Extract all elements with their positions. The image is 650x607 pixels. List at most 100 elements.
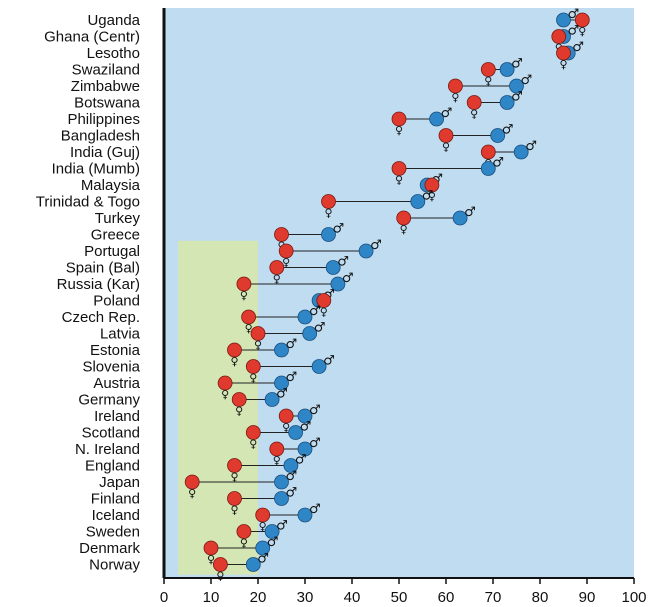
female-point-ireland: [278, 408, 294, 424]
female-point-swaziland: [480, 62, 496, 77]
female-symbol-england: ♀: [230, 471, 238, 484]
x-tick-label-20: 20: [250, 589, 267, 606]
male-point-germany: [264, 392, 280, 407]
male-point-japan: [274, 474, 289, 490]
male-point-austria: [274, 375, 289, 391]
male-point-england: [283, 458, 299, 473]
category-label-swaziland: Swaziland: [72, 62, 140, 79]
category-label-scotland: Scotland: [82, 425, 140, 442]
male-symbol-uganda: ♂: [568, 7, 580, 22]
male-point-botswana: [499, 95, 515, 110]
female-point-trinidad-togo: [321, 194, 336, 209]
category-label-ireland: Ireland: [94, 408, 140, 425]
male-symbol-scotland: ♂: [300, 420, 312, 435]
category-label-uganda: Uganda: [87, 12, 140, 29]
male-point-scotland: [288, 425, 304, 440]
category-label-philippines: Philippines: [67, 111, 140, 128]
x-tick-label-60: 60: [438, 589, 455, 606]
x-tick-label-80: 80: [532, 589, 549, 606]
female-point-germany: [231, 392, 247, 407]
female-point-n-ireland: [269, 441, 285, 457]
category-label-greece: Greece: [91, 227, 140, 244]
male-symbol-india-guj: ♂: [525, 139, 537, 154]
male-point-iceland: [297, 507, 313, 523]
category-label-austria: Austria: [93, 375, 140, 392]
female-point-spain-bal: [269, 260, 285, 275]
female-point-bangladesh: [438, 128, 454, 143]
female-symbol-india-mumb: ♀: [395, 174, 403, 187]
male-point-trinidad-togo: [410, 194, 426, 209]
female-symbol-swaziland: ♀: [484, 75, 492, 88]
male-symbol-iceland: ♂: [309, 502, 321, 517]
male-symbol-n-ireland: ♂: [309, 436, 321, 451]
male-point-latvia: [302, 326, 318, 341]
male-symbol-zimbabwe: ♂: [521, 73, 533, 88]
category-label-portugal: Portugal: [84, 243, 140, 260]
category-label-iceland: Iceland: [92, 507, 140, 524]
female-symbol-russia-kar: ♀: [240, 289, 248, 302]
male-symbol-slovenia: ♂: [323, 354, 335, 369]
category-label-poland: Poland: [93, 293, 140, 310]
highlight-band: [178, 240, 258, 575]
x-axis-ticks: 0 10 20 30 40 50 60 70 80 90 100: [160, 578, 647, 606]
male-point-denmark: [255, 540, 271, 556]
male-point-estonia: [274, 342, 289, 358]
male-point-bangladesh: [490, 128, 506, 143]
category-label-estonia: Estonia: [90, 342, 141, 359]
female-symbol-iceland: ♀: [259, 520, 267, 533]
male-point-finland: [274, 491, 289, 506]
category-label-norway: Norway: [89, 557, 140, 574]
female-symbol-germany: ♀: [235, 405, 243, 418]
female-symbol-spain-bal: ♀: [273, 273, 281, 286]
male-point-n-ireland: [297, 441, 313, 457]
male-symbol-bangladesh: ♂: [502, 123, 514, 138]
male-symbol-finland: ♂: [286, 486, 298, 501]
category-label-trinidad-togo: Trinidad & Togo: [36, 194, 140, 211]
male-symbol-latvia: ♂: [314, 321, 326, 336]
male-symbol-ghana-centr: ♂: [568, 24, 580, 39]
category-label-bangladesh: Bangladesh: [61, 128, 140, 145]
female-symbol-norway: ♀: [216, 570, 224, 583]
female-point-scotland: [245, 425, 261, 440]
female-point-estonia: [227, 342, 242, 358]
category-label-germany: Germany: [78, 392, 140, 409]
female-symbol-uganda: ♀: [578, 25, 586, 38]
male-point-portugal: [358, 243, 374, 259]
male-point-uganda: [556, 12, 571, 28]
male-point-slovenia: [311, 359, 327, 374]
female-symbol-estonia: ♀: [230, 355, 238, 368]
x-tick-label-50: 50: [391, 589, 408, 606]
male-symbol-germany: ♂: [276, 387, 288, 402]
female-symbol-bangladesh: ♀: [442, 141, 450, 154]
female-symbol-trinidad-togo: ♀: [324, 207, 332, 220]
male-symbol-greece: ♂: [333, 222, 345, 237]
male-symbol-trinidad-togo: ♂: [422, 189, 434, 204]
female-point-sweden: [236, 524, 252, 539]
category-label-czech-rep: Czech Rep.: [62, 309, 140, 326]
male-symbol-austria: ♂: [286, 370, 298, 385]
female-symbol-ireland: ♀: [282, 421, 290, 434]
male-symbol-swaziland: ♂: [511, 57, 523, 72]
female-point-latvia: [250, 326, 266, 341]
male-point-norway: [245, 557, 261, 572]
female-point-finland: [227, 491, 242, 506]
category-label-n-ireland: N. Ireland: [75, 441, 140, 458]
category-label-sweden: Sweden: [86, 524, 140, 541]
male-symbol-russia-kar: ♂: [342, 271, 354, 286]
female-symbol-denmark: ♀: [207, 553, 215, 566]
male-symbol-norway: ♂: [257, 552, 269, 567]
male-symbol-turkey: ♂: [464, 205, 476, 220]
female-symbol-botswana: ♀: [470, 108, 478, 121]
female-point-philippines: [391, 111, 407, 127]
male-symbol-denmark: ♂: [267, 535, 279, 550]
female-point-turkey: [396, 210, 412, 226]
x-tick-label-0: 0: [160, 589, 168, 606]
female-symbol-slovenia: ♀: [249, 372, 257, 385]
female-point-czech-rep: [241, 309, 257, 325]
female-point-india-guj: [480, 144, 496, 160]
female-point-japan: [184, 474, 200, 490]
category-label-botswana: Botswana: [74, 95, 141, 112]
category-label-denmark: Denmark: [79, 540, 140, 557]
